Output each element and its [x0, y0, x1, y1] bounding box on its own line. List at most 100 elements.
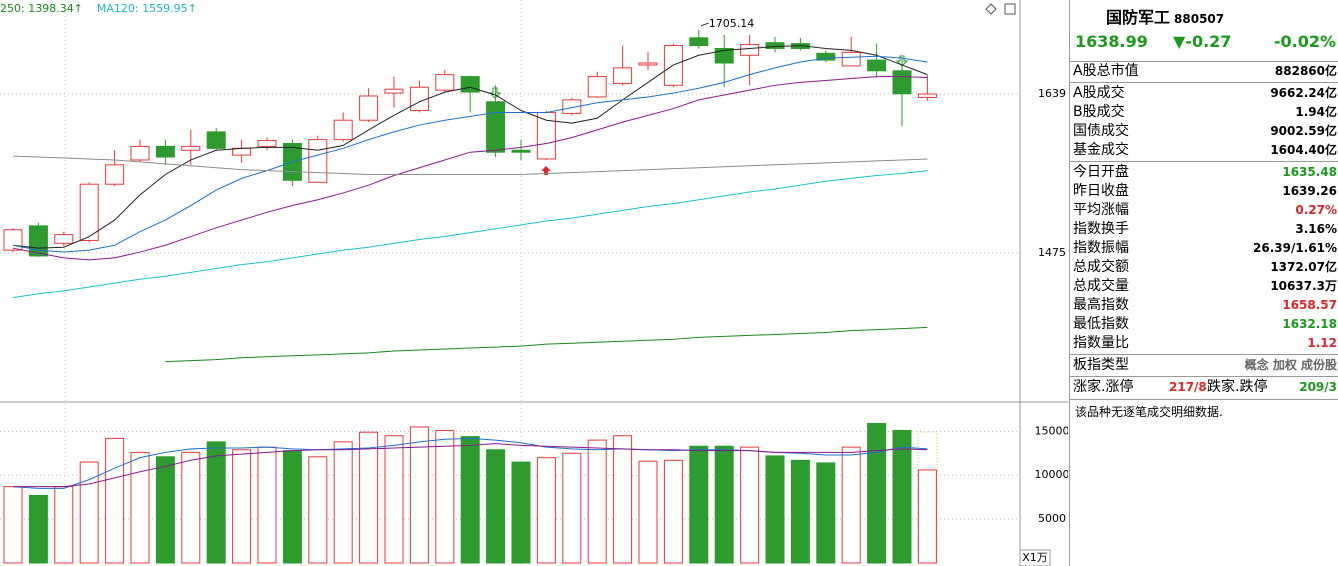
candle-body — [587, 76, 607, 98]
y-tick-label: 5000 — [1038, 512, 1066, 525]
breadth-up-label: 涨家.涨停 — [1073, 379, 1134, 395]
info-row: 指数振幅 26.39/1.61% — [1073, 239, 1337, 258]
volume-bar — [689, 445, 709, 564]
volume-bar — [841, 446, 861, 564]
row-value: 1.12 — [1307, 336, 1337, 350]
volume-bar — [79, 461, 99, 564]
volume-bar — [435, 429, 455, 564]
legend-text: MA120: 1559.95↑ — [97, 2, 197, 15]
candle-body — [155, 145, 175, 158]
candle-body — [892, 70, 912, 95]
volume-bar — [587, 439, 607, 564]
row-value: 1604.40亿 — [1270, 143, 1337, 157]
candle-body — [54, 234, 74, 244]
volume-bar — [790, 459, 810, 564]
info-row: 平均涨幅 0.27% — [1073, 201, 1337, 220]
separator — [1070, 399, 1338, 400]
ma-line — [12, 45, 928, 249]
separator — [1070, 161, 1338, 162]
volume-bar — [384, 435, 404, 564]
volume-bar — [359, 431, 379, 564]
name: 国防军工 — [1106, 8, 1171, 27]
volume-bar — [536, 457, 556, 564]
ma-line — [12, 76, 928, 261]
pct: -0.02% — [1273, 32, 1336, 51]
y-tick-label: 1475 — [1038, 246, 1066, 259]
unit-box — [1019, 549, 1051, 566]
row-value: 9002.59亿 — [1270, 124, 1337, 138]
candle-body — [714, 47, 734, 64]
volume-bar — [409, 426, 429, 564]
candle-body — [130, 145, 150, 161]
candle-body — [384, 88, 404, 94]
legend-text: 250: 1398.34↑ — [0, 2, 83, 15]
info-row: 基金成交 1604.40亿 — [1073, 141, 1337, 160]
candle-body — [740, 44, 760, 56]
volume-bar — [181, 451, 201, 564]
candle-body — [105, 164, 125, 185]
y-tick-label: 1639 — [1038, 87, 1066, 100]
row-value: 概念 加权 成份股 — [1244, 358, 1337, 372]
info-row: B股成交 1.94亿 — [1073, 103, 1337, 122]
volume-bar — [740, 446, 760, 564]
row-value: 1.94亿 — [1295, 105, 1337, 119]
y-tick-label: 10000 — [1035, 468, 1069, 481]
row-label: 最低指数 — [1073, 316, 1129, 332]
volume-bar — [105, 437, 125, 564]
ma-line — [12, 55, 928, 253]
icon[interactable] — [1004, 3, 1016, 15]
ma-line — [12, 155, 928, 176]
icon[interactable] — [985, 3, 997, 15]
row-label: 最高指数 — [1073, 297, 1129, 313]
info-row: 指数量比 1.12 — [1073, 334, 1337, 353]
volume-bar — [308, 456, 328, 564]
volume-bar — [257, 446, 277, 564]
candle-body — [638, 62, 658, 66]
chart: X1万 1639 1475 1705.14 250: 1398.34↑ MA120: 1… — [0, 0, 1068, 566]
volume-bar — [562, 452, 582, 564]
volume-bar — [28, 494, 48, 564]
footer: 该品种无逐笔成交明细数据. — [1075, 405, 1223, 419]
info-row: 指数换手 3.16% — [1073, 220, 1337, 239]
max-pointer — [700, 22, 709, 27]
signal-arrow — [541, 166, 551, 175]
candle-body — [181, 145, 201, 151]
row-label: 板指类型 — [1073, 357, 1129, 373]
title: 国防军工 880507 — [1106, 4, 1224, 28]
volume-bar — [613, 435, 633, 564]
unit-label: X1万 — [1022, 551, 1048, 564]
volume-bar — [486, 449, 506, 564]
row-value: 10637.3万 — [1270, 279, 1337, 293]
candle-body — [257, 140, 277, 147]
candle-body — [917, 93, 937, 98]
separator — [1070, 82, 1338, 83]
candle-body — [867, 59, 887, 72]
separator — [1070, 61, 1338, 62]
change: ▼-0.27 — [1173, 32, 1232, 51]
volume-bar — [867, 422, 887, 564]
volume-bar — [54, 486, 74, 564]
info-row: A股成交 9662.24亿 — [1073, 84, 1337, 103]
ma-line — [13, 443, 928, 488]
volume-bar — [232, 449, 252, 564]
candle-body — [486, 101, 506, 153]
volume-bar — [155, 456, 175, 564]
candle-body — [816, 52, 836, 61]
candle-body — [206, 131, 226, 149]
volume-bar — [892, 429, 912, 564]
candle-body — [359, 95, 379, 121]
volume-bar — [3, 486, 23, 564]
candle-body — [308, 139, 328, 183]
row-value: 1639.26 — [1282, 184, 1337, 198]
candle-body — [613, 67, 633, 84]
code: 880507 — [1174, 12, 1225, 26]
info-row: 最低指数 1632.18 — [1073, 315, 1337, 334]
y-tick-label: 15000 — [1035, 424, 1069, 437]
separator — [1070, 376, 1338, 377]
row-label: 指数量比 — [1073, 335, 1129, 351]
candle-body — [79, 183, 99, 241]
breadth-up-value: 217/8 — [1169, 380, 1207, 394]
volume-bar — [714, 445, 734, 564]
volume-bar — [765, 455, 785, 564]
